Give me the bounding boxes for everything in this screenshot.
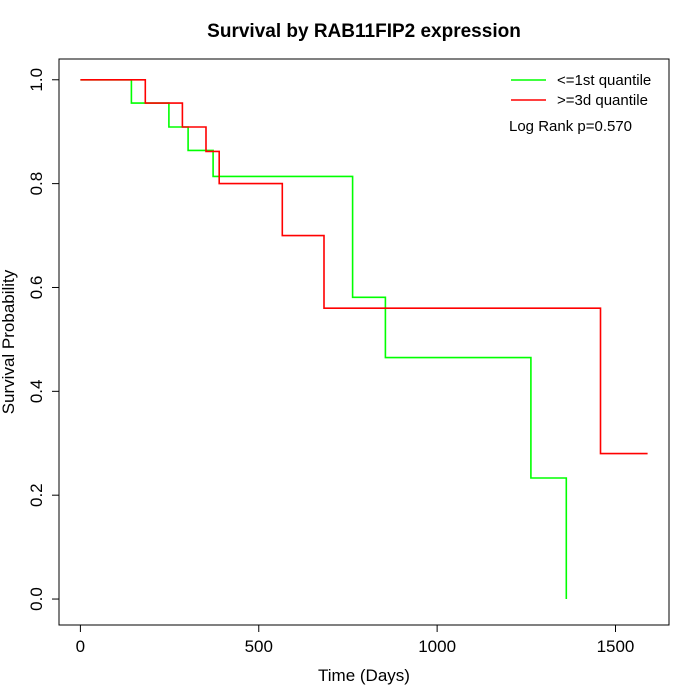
y-axis: 0.0 0.2 0.4 0.6 0.8 1.0 [27,68,60,611]
series-line-1 [80,79,568,599]
y-tick-label: 0.4 [27,380,46,404]
plot-area-frame [58,58,670,626]
y-tick-label: 0.6 [27,276,46,300]
log-rank-annotation: Log Rank p=0.570 [509,118,632,135]
legend-label-1: <=1st quantile [557,72,651,89]
y-tick-label: 0.8 [27,172,46,196]
legend: <=1st quantile >=3d quantile [511,72,651,109]
chart-title: Survival by RAB11FIP2 expression [207,21,521,42]
y-tick-label: 0.2 [27,483,46,507]
x-tick-label: 500 [245,637,273,656]
y-axis-label: Survival Probability [0,269,18,414]
y-tick-label: 0.0 [27,587,46,611]
x-axis-label: Time (Days) [318,666,410,685]
x-tick-label: 0 [76,637,85,656]
series-line-2 [80,79,648,455]
y-tick-label: 1.0 [27,68,46,92]
x-axis: 0 500 1000 1500 [76,624,635,656]
x-tick-label: 1000 [418,637,456,656]
legend-label-2: >=3d quantile [557,92,648,109]
series-layer [80,79,648,599]
x-tick-label: 1500 [597,637,635,656]
